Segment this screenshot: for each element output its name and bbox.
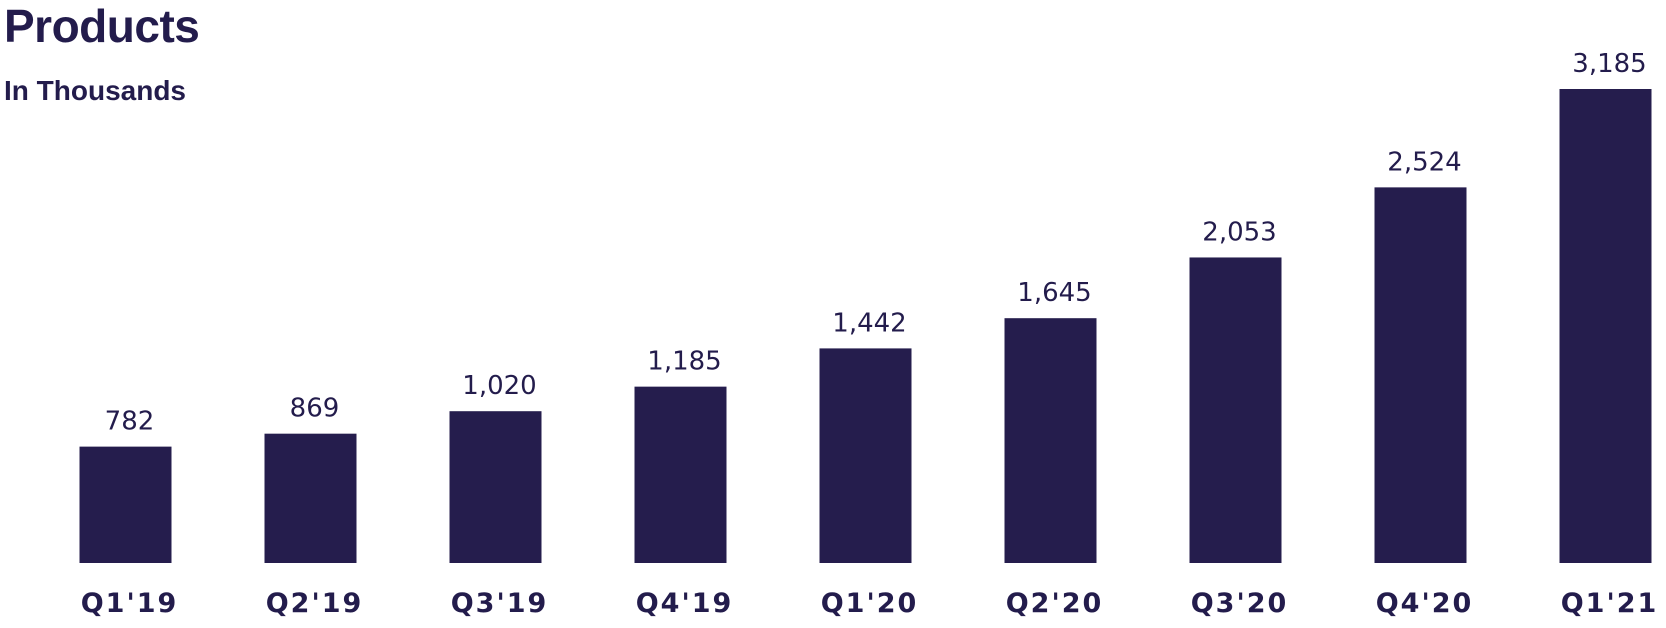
- chart-subtitle: In Thousands: [4, 75, 186, 106]
- value-label: 1,645: [1017, 278, 1091, 308]
- value-label: 869: [290, 394, 340, 424]
- value-labels-group: 782 869 1,020 1,185 1,442 1,645 2,053 2,524 3,18…: [105, 49, 1647, 437]
- category-label: Q1'19: [81, 588, 179, 619]
- bar-Q2'20: [1004, 318, 1097, 563]
- bar-Q1'19: [79, 446, 172, 563]
- category-labels-group: Q1'19 Q2'19 Q3'19 Q4'19 Q1'20 Q2'20 Q3'20 Q4'20…: [81, 588, 1659, 619]
- value-label: 1,185: [647, 347, 721, 377]
- chart-title: Products: [4, 0, 200, 52]
- category-label: Q4'19: [636, 588, 734, 619]
- category-label: Q2'19: [266, 588, 364, 619]
- value-label: 782: [105, 407, 155, 437]
- bar-Q1'21: [1559, 89, 1652, 563]
- category-label: Q1'21: [1561, 588, 1659, 619]
- category-label: Q4'20: [1376, 588, 1474, 619]
- category-label: Q2'20: [1006, 588, 1104, 619]
- value-label: 3,185: [1572, 49, 1646, 79]
- value-label: 2,524: [1387, 147, 1461, 177]
- bar-Q4'19: [634, 386, 727, 563]
- bars-group: [79, 89, 1652, 563]
- bar-Q2'19: [264, 433, 357, 563]
- value-label: 2,053: [1202, 217, 1276, 247]
- category-label: Q3'20: [1191, 588, 1289, 619]
- bar-Q1'20: [819, 348, 912, 563]
- bar-Q3'19: [449, 411, 542, 563]
- value-label: 1,020: [462, 371, 536, 401]
- value-label: 1,442: [832, 308, 906, 338]
- bar-Q3'20: [1189, 257, 1282, 563]
- bar-Q4'20: [1374, 187, 1467, 563]
- category-label: Q3'19: [451, 588, 549, 619]
- category-label: Q1'20: [821, 588, 919, 619]
